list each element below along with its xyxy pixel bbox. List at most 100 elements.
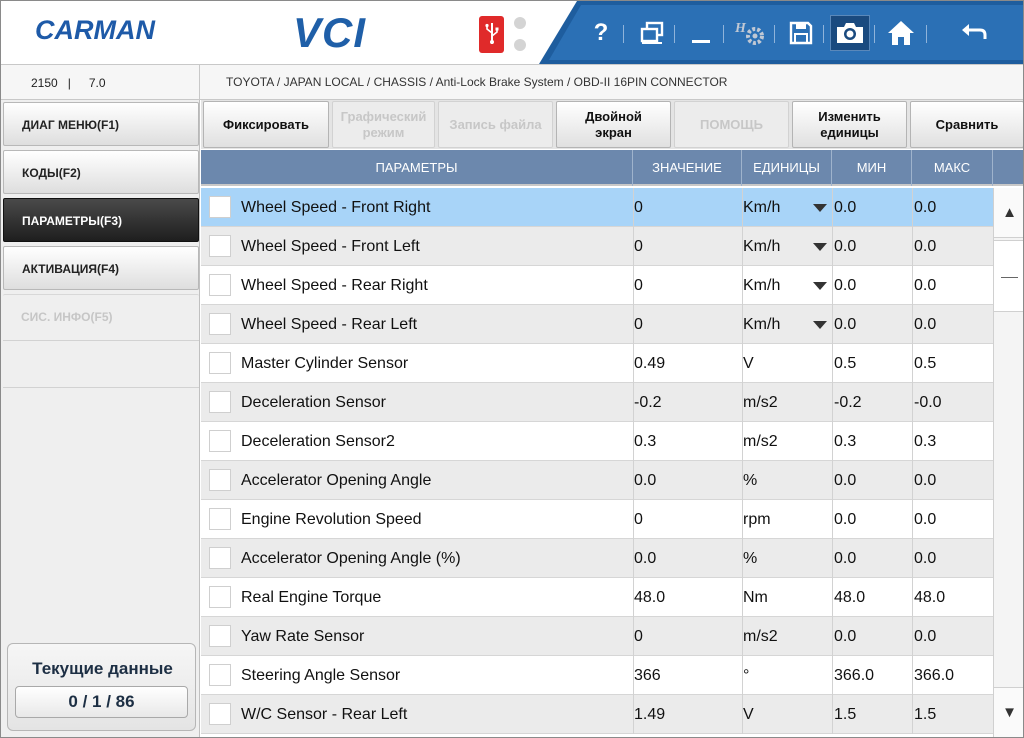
column-divider [633,266,634,305]
column-divider [633,539,634,578]
row-checkbox[interactable] [209,664,231,686]
parameter-name: Engine Revolution Speed [241,511,422,528]
scrollbar[interactable]: ▲ ▼ [993,188,1023,737]
row-checkbox[interactable] [209,352,231,374]
parameter-max: 0.0 [914,316,937,333]
column-divider [912,539,913,578]
row-checkbox[interactable] [209,469,231,491]
usb-status-icon [479,16,504,53]
column-header-units[interactable]: ЕДИНИЦЫ [742,150,832,186]
table-row[interactable]: Wheel Speed - Front Right 0 Km/h 0.0 0.0 [201,188,993,227]
table-row[interactable]: Master Cylinder Sensor 0.49 V 0.5 0.5 [201,344,993,383]
unit-dropdown-icon[interactable] [813,204,827,212]
table-row[interactable]: Accelerator Opening Angle (%) 0.0% 0.0 0.0 [201,539,993,578]
row-checkbox[interactable] [209,430,231,452]
parameter-unit: Km/h [743,316,781,333]
help-button: ПОМОЩЬ [674,101,789,148]
parameter-max: 0.3 [914,433,937,450]
breadcrumb: TOYOTA / JAPAN LOCAL / CHASSIS / Anti-Lo… [226,75,728,89]
parameter-value: 0.3 [634,433,657,450]
row-checkbox[interactable] [209,196,231,218]
table-row[interactable]: Deceleration Sensor2 0.3 m/s2 0.3 0.3 [201,422,993,461]
table-row[interactable]: Yaw Rate Sensor 0 m/s2 0.0 0.0 [201,617,993,656]
info-separator: | [67,76,71,90]
camera-icon[interactable] [830,15,870,51]
back-icon[interactable] [954,15,994,51]
table-row[interactable]: Steering Angle Sensor 366 ° 366.0 366.0 [201,656,993,695]
column-divider [742,656,743,695]
column-header-min[interactable]: МИН [832,150,912,186]
parameter-value: 0 [634,511,643,528]
column-divider [912,461,913,500]
row-checkbox[interactable] [209,625,231,647]
scroll-thumb[interactable] [994,240,1023,312]
parameter-unit: m/s2 [743,394,778,411]
row-checkbox[interactable] [209,274,231,296]
scroll-down-icon[interactable]: ▼ [994,687,1023,737]
table-row[interactable]: Wheel Speed - Rear Right 0 Km/h 0.0 0.0 [201,266,993,305]
info-value-a: 2150 [31,76,58,90]
column-header-max[interactable]: МАКС [912,150,993,186]
row-checkbox[interactable] [209,508,231,530]
scroll-up-icon[interactable]: ▲ [994,188,1023,238]
table-row[interactable]: Accelerator Opening Angle 0.0% 0.0 0.0 [201,461,993,500]
parameter-max: 0.0 [914,511,937,528]
sidebar-item-diag-menu[interactable]: ДИАГ МЕНЮ(F1) [3,102,199,146]
parameter-name: Accelerator Opening Angle (%) [241,550,461,567]
column-header-parameters[interactable]: ПАРАМЕТРЫ [201,150,633,186]
unit-dropdown-icon[interactable] [813,282,827,290]
sidebar-empty-slot [3,340,199,388]
toolbar-separator [723,25,724,43]
parameter-name: Real Engine Torque [241,589,382,606]
table-row[interactable]: Deceleration Sensor -0.2 m/s2 -0.2 -0.0 [201,383,993,422]
parameter-value: 0 [634,316,643,333]
column-divider [633,695,634,734]
row-checkbox[interactable] [209,703,231,725]
row-checkbox[interactable] [209,313,231,335]
table-row[interactable]: Engine Revolution Speed 0 rpm 0.0 0.0 [201,500,993,539]
home-icon[interactable] [881,15,921,51]
sidebar-item-activation[interactable]: АКТИВАЦИЯ(F4) [3,246,199,290]
unit-dropdown-icon[interactable] [813,321,827,329]
table-row[interactable]: Wheel Speed - Rear Left 0 Km/h 0.0 0.0 [201,305,993,344]
table-row[interactable]: W/C Sensor - Rear Left 1.49 V 1.5 1.5 [201,695,993,734]
parameter-name: Wheel Speed - Front Right [241,199,431,216]
parameter-value: 1.49 [634,706,666,723]
column-divider [742,500,743,539]
column-divider [633,227,634,266]
dual-screen-button[interactable]: Двойной экран [556,101,671,148]
row-checkbox[interactable] [209,586,231,608]
column-header-value[interactable]: ЗНАЧЕНИЕ [633,150,742,186]
compare-button[interactable]: Сравнить [910,101,1023,148]
column-divider [633,305,634,344]
parameter-value: 48.0 [634,589,666,606]
column-divider [633,500,634,539]
parameter-min: 0.0 [834,628,857,645]
settings-icon[interactable]: H [730,15,770,51]
row-checkbox[interactable] [209,391,231,413]
table-row[interactable]: Real Engine Torque 48.0 Nm 48.0 48.0 [201,578,993,617]
help-icon[interactable]: ? [593,19,609,46]
multi-window-icon[interactable] [632,15,672,51]
parameter-max: 0.5 [914,355,937,372]
row-checkbox[interactable] [209,547,231,569]
parameter-unit: V [743,706,754,723]
sidebar: ДИАГ МЕНЮ(F1) КОДЫ(F2) ПАРАМЕТРЫ(F3) АКТ… [1,100,200,737]
parameter-max: 366.0 [914,667,955,684]
save-icon[interactable] [781,15,821,51]
parameter-max: 0.0 [914,199,937,216]
table-header: ПАРАМЕТРЫ ЗНАЧЕНИЕ ЕДИНИЦЫ МИН МАКС [201,150,1023,186]
column-divider [912,344,913,383]
freeze-button[interactable]: Фиксировать [203,101,329,148]
minimize-icon[interactable] [681,15,721,51]
parameter-max: 0.0 [914,238,937,255]
change-units-button[interactable]: Изменить единицы [792,101,907,148]
table-row[interactable]: Wheel Speed - Front Left 0 Km/h 0.0 0.0 [201,227,993,266]
row-checkbox[interactable] [209,235,231,257]
unit-dropdown-icon[interactable] [813,243,827,251]
column-divider [633,578,634,617]
status-led-icon [514,39,526,51]
sidebar-item-parameters[interactable]: ПАРАМЕТРЫ(F3) [3,198,199,242]
sidebar-item-codes[interactable]: КОДЫ(F2) [3,150,199,194]
column-divider [912,266,913,305]
